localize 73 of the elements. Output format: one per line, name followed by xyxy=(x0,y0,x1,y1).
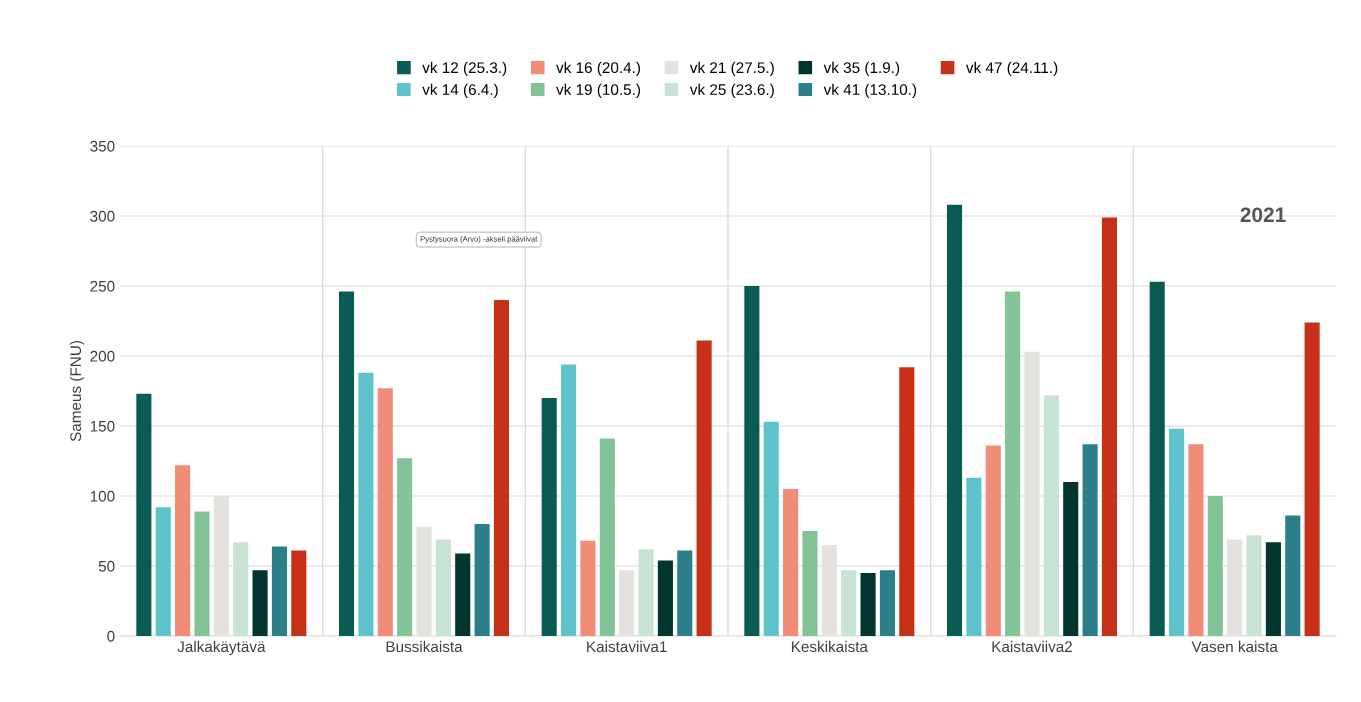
x-tick-label: Kaistaviiva1 xyxy=(587,640,667,653)
bar xyxy=(252,570,268,636)
bar xyxy=(1101,217,1118,636)
annotation: 2021 xyxy=(1240,207,1286,223)
y-tick-label: 300 xyxy=(90,210,115,222)
y-axis-title: Sameus (FNU) xyxy=(69,341,85,442)
legend-label: vk 47 (24.11.) xyxy=(965,61,1058,77)
bar xyxy=(966,477,982,636)
bar xyxy=(1285,515,1301,636)
x-tick-label: Jalkakäytävä xyxy=(177,640,266,656)
x-tick-label: Keskikaista xyxy=(791,640,868,653)
bar xyxy=(1169,428,1185,636)
bar xyxy=(1082,444,1098,636)
bar xyxy=(638,549,654,636)
legend-label: vk 14 (6.4.) xyxy=(422,83,498,99)
bar xyxy=(435,539,451,636)
bar xyxy=(561,364,577,636)
y-tick-label: 350 xyxy=(90,140,115,152)
bar xyxy=(802,531,818,636)
bar xyxy=(677,550,693,636)
bar xyxy=(155,507,171,636)
bar xyxy=(136,393,152,636)
bar xyxy=(455,553,471,636)
bar xyxy=(397,458,413,636)
y-tick-label: 50 xyxy=(98,560,115,572)
legend-label: vk 35 (1.9.) xyxy=(823,61,900,77)
bar xyxy=(1207,496,1223,636)
bar xyxy=(1149,281,1165,636)
bar xyxy=(657,560,673,636)
x-tick-label: Vasen kaista xyxy=(1191,640,1278,653)
legend-label: vk 21 (27.5.) xyxy=(689,61,774,77)
bar xyxy=(1188,444,1204,636)
bar xyxy=(175,465,191,636)
y-tick-label: 150 xyxy=(90,420,115,432)
bar xyxy=(580,540,596,636)
bar xyxy=(985,445,1001,636)
x-tick-label: Kaistaviiva2 xyxy=(992,640,1072,653)
bar xyxy=(541,398,557,636)
y-tick-label: 250 xyxy=(90,280,115,292)
legend-label: vk 19 (10.5.) xyxy=(556,83,641,99)
bar xyxy=(696,340,712,636)
bar xyxy=(1005,291,1021,636)
bar xyxy=(841,570,857,636)
bar xyxy=(474,524,490,636)
bar xyxy=(1246,535,1262,636)
legend-label: vk 41 (13.10.) xyxy=(823,83,917,99)
legend-label: vk 16 (20.4.) xyxy=(556,61,641,77)
bar xyxy=(860,573,876,636)
bar xyxy=(233,542,249,636)
bar xyxy=(763,421,779,636)
bar xyxy=(358,372,374,636)
legend-label: vk 12 (25.3.) xyxy=(422,61,507,77)
y-tick-label: 100 xyxy=(90,490,115,502)
bar xyxy=(338,291,355,636)
bar xyxy=(599,438,615,636)
bar xyxy=(493,300,510,636)
bar xyxy=(783,489,799,636)
bar xyxy=(271,546,287,636)
bar xyxy=(1265,542,1281,636)
bar xyxy=(744,286,760,636)
bar xyxy=(1043,395,1059,636)
bar xyxy=(291,550,307,636)
bar xyxy=(879,570,895,636)
y-tick-label: 200 xyxy=(90,350,115,362)
bar xyxy=(194,511,210,636)
bar xyxy=(899,367,915,636)
bar xyxy=(1063,482,1079,636)
bar xyxy=(946,204,963,636)
y-tick-label: 0 xyxy=(107,630,115,642)
bar xyxy=(1304,322,1320,636)
x-tick-label: Bussikaista xyxy=(386,640,463,653)
legend-label: vk 25 (23.6.) xyxy=(689,83,774,99)
bar xyxy=(377,388,393,636)
